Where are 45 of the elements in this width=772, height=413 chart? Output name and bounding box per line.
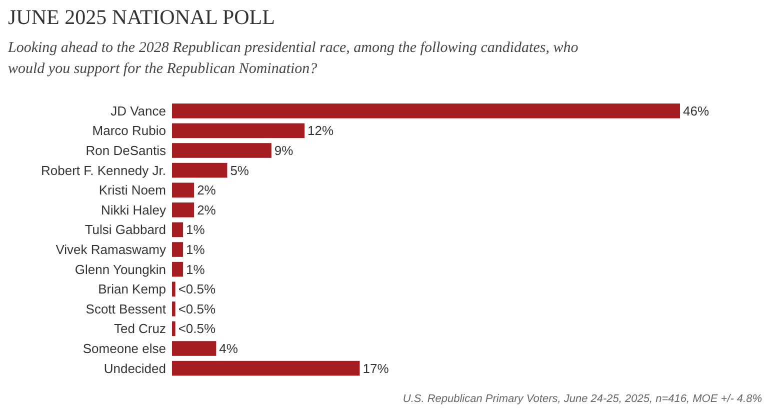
- data-label: 1%: [186, 222, 206, 238]
- y-tick-label: Nikki Haley: [100, 202, 166, 218]
- data-label: 5%: [230, 162, 250, 178]
- bar: [172, 242, 184, 257]
- bar: [172, 341, 216, 356]
- y-tick-label: Ron DeSantis: [86, 143, 166, 158]
- bar: [172, 143, 272, 158]
- y-tick-label: Glenn Youngkin: [74, 262, 166, 277]
- bar: [172, 162, 228, 178]
- data-label: 12%: [308, 123, 334, 138]
- y-tick-label: Someone else: [82, 341, 166, 356]
- y-tick-label: Undecided: [104, 360, 166, 376]
- data-label: 46%: [683, 103, 710, 118]
- bar: [172, 282, 176, 296]
- text: U.S. Republican Primary Voters, June 24-25, 2025, n=416, MOE +/- 4.8%: [402, 393, 762, 405]
- y-tick-label: Ted Cruz: [114, 321, 166, 336]
- bar: [172, 321, 176, 336]
- y-tick-label: JD Vance: [110, 103, 166, 118]
- y-tick-label: Scott Bessent: [86, 301, 166, 316]
- bar: [172, 222, 184, 238]
- chart-title: JUNE 2025 NATIONAL POLL: [8, 5, 275, 29]
- y-tick-label: Marco Rubio: [92, 123, 166, 138]
- y-tick-label: Vivek Ramaswamy: [56, 242, 166, 257]
- data-label: <0.5%: [178, 321, 216, 336]
- bar: [172, 360, 360, 376]
- data-label: 17%: [362, 360, 390, 376]
- bar: [172, 182, 194, 198]
- y-tick-label: Robert F. Kennedy Jr.: [40, 162, 166, 178]
- data-label: 1%: [186, 262, 206, 277]
- bar: [172, 123, 305, 138]
- chart-subtitle: Looking ahead to the 2028 Republican presidential race, among the following candidates, who would you support for the Republican Nomination?: [7, 40, 579, 77]
- data-label: 4%: [219, 341, 238, 356]
- data-label: 2%: [197, 202, 216, 218]
- data-label: 9%: [274, 143, 294, 158]
- bar: [172, 302, 176, 316]
- data-label: <0.5%: [178, 301, 216, 316]
- y-tick-label: Kristi Noem: [98, 182, 166, 198]
- y-tick-label: Brian Kemp: [98, 282, 166, 297]
- bar: [172, 202, 194, 218]
- bar: [172, 104, 680, 118]
- data-label: 1%: [186, 242, 206, 257]
- bar: [172, 262, 184, 277]
- data-label: <0.5%: [178, 282, 216, 297]
- y-tick-label: Tulsi Gabbard: [84, 222, 166, 238]
- data-label: 2%: [197, 182, 216, 198]
